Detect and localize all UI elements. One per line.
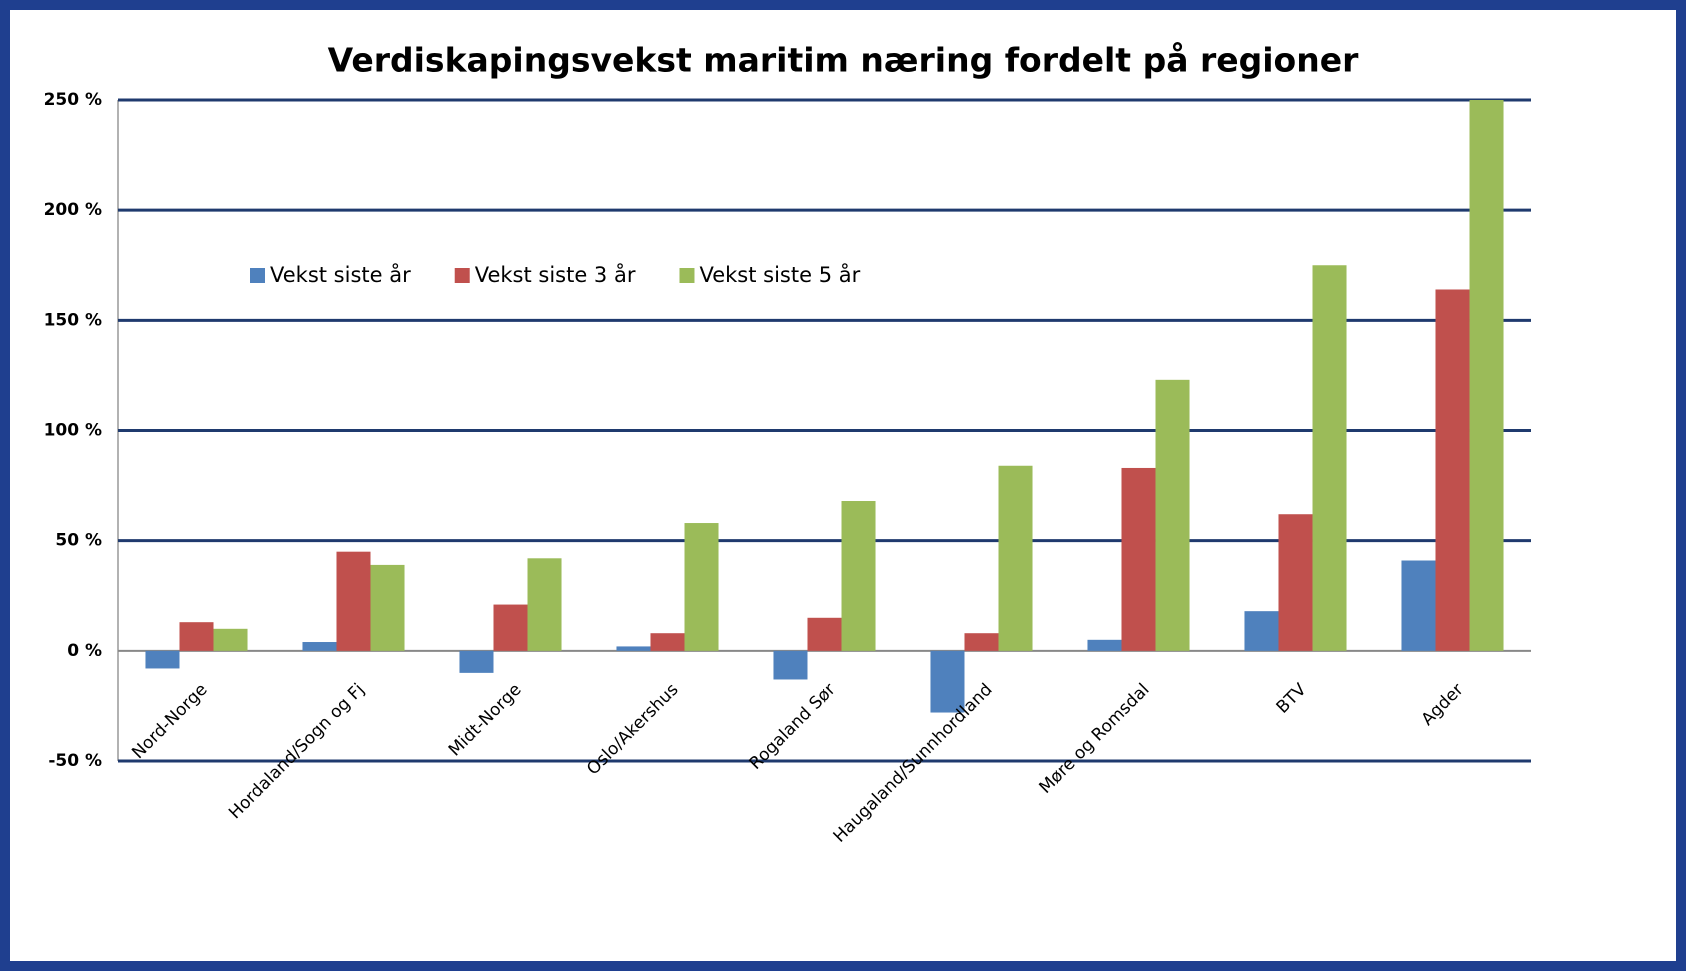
bar	[964, 633, 999, 651]
bar	[1435, 289, 1470, 651]
bar	[1401, 560, 1436, 651]
bar	[616, 646, 651, 651]
bar	[998, 465, 1033, 651]
bar	[1121, 467, 1156, 651]
legend-label: Vekst siste år	[270, 262, 411, 287]
y-tick-label: 100 %	[44, 421, 102, 441]
legend-swatch	[454, 268, 470, 283]
legend-label: Vekst siste 3 år	[475, 262, 636, 287]
bar	[930, 650, 965, 713]
bar	[459, 650, 494, 673]
y-tick-label: 0 %	[67, 641, 102, 661]
bar	[807, 617, 842, 651]
bar	[1155, 379, 1190, 651]
bar	[1087, 639, 1122, 651]
legend-swatch	[679, 268, 695, 283]
bar	[684, 523, 719, 651]
bar	[650, 633, 685, 651]
bar	[213, 628, 248, 651]
y-tick-label: 200 %	[44, 200, 102, 220]
chart-title: Verdiskapingsvekst maritim næring fordel…	[328, 41, 1359, 80]
y-tick-label: 150 %	[44, 310, 102, 330]
bar	[302, 642, 337, 651]
bar	[841, 501, 876, 651]
legend-swatch	[250, 268, 265, 283]
y-tick-label: 250 %	[44, 90, 102, 110]
bar	[1244, 611, 1279, 651]
bar	[1469, 100, 1504, 651]
legend-label: Vekst siste 5 år	[699, 262, 860, 287]
bar	[493, 604, 528, 651]
bar	[527, 558, 562, 651]
bar	[336, 551, 371, 651]
y-tick-label: -50 %	[48, 751, 102, 771]
bar	[773, 650, 808, 680]
bar	[179, 622, 214, 651]
bar	[370, 564, 405, 651]
bar	[1278, 514, 1313, 651]
bar	[145, 650, 180, 669]
y-tick-label: 50 %	[55, 531, 102, 551]
bar	[1312, 265, 1347, 651]
